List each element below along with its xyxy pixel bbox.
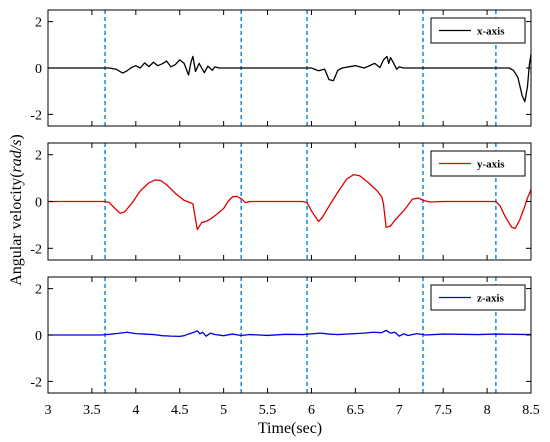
x-axis-label: Time(sec) [258, 420, 322, 437]
y-tick-label: 2 [35, 283, 42, 298]
y-tick-label: 0 [35, 329, 42, 344]
x-tick-label: 7.5 [434, 403, 452, 418]
panel-y-axis: 2 0 -2 y-axis [30, 142, 532, 261]
x-tick-label: 6 [308, 403, 315, 418]
legend-y-axis: y-axis [430, 150, 526, 177]
y-tick-label: -2 [30, 108, 42, 123]
y-tick-label: 2 [35, 149, 42, 164]
legend-z-axis: z-axis [430, 284, 526, 311]
legend-x-axis: x-axis [430, 17, 526, 44]
y-tick-label: -2 [30, 242, 42, 257]
x-tick-label: 5.5 [259, 403, 277, 418]
x-tick-label: 3.5 [83, 403, 101, 418]
data-line-x-axis [48, 53, 532, 103]
panel-x-axis: 2 0 -2 x-axis [30, 9, 532, 127]
x-tick-label: 5 [220, 403, 227, 418]
y-axis-label: Angular velocity(rad/s) [8, 134, 25, 286]
x-tick-label: 8.5 [522, 403, 540, 418]
y-axis-label-suffix: ) [8, 134, 25, 139]
x-tick-label: 3 [45, 403, 52, 418]
x-tick-label: 6.5 [347, 403, 365, 418]
x-tick-label: 4 [132, 403, 139, 418]
x-tick-label: 8 [484, 403, 491, 418]
data-line-z-axis [48, 329, 532, 338]
x-tick-label: 7 [396, 403, 403, 418]
y-tick-label: 0 [35, 62, 42, 77]
y-axis-label-unit: rad/s [8, 140, 25, 173]
y-tick-label: 2 [35, 16, 42, 31]
y-axis-label-prefix: Angular velocity( [8, 172, 25, 285]
x-tick-labels: 3 3.5 4 4.5 5 5.5 6 6.5 7 7.5 8 8.5 [45, 403, 540, 418]
y-tick-label: 0 [35, 196, 42, 211]
legend-label: y-axis [477, 159, 505, 171]
legend-label: x-axis [477, 26, 505, 38]
panels-group: 2 0 -2 x-axis 2 0 -2 y-axis 2 0 -2 z-axis [30, 9, 532, 394]
data-line-y-axis [48, 173, 532, 231]
x-tick-label: 4.5 [171, 403, 189, 418]
panel-z-axis: 2 0 -2 z-axis [30, 276, 532, 394]
legend-label: z-axis [477, 293, 505, 305]
y-tick-label: -2 [30, 375, 42, 390]
